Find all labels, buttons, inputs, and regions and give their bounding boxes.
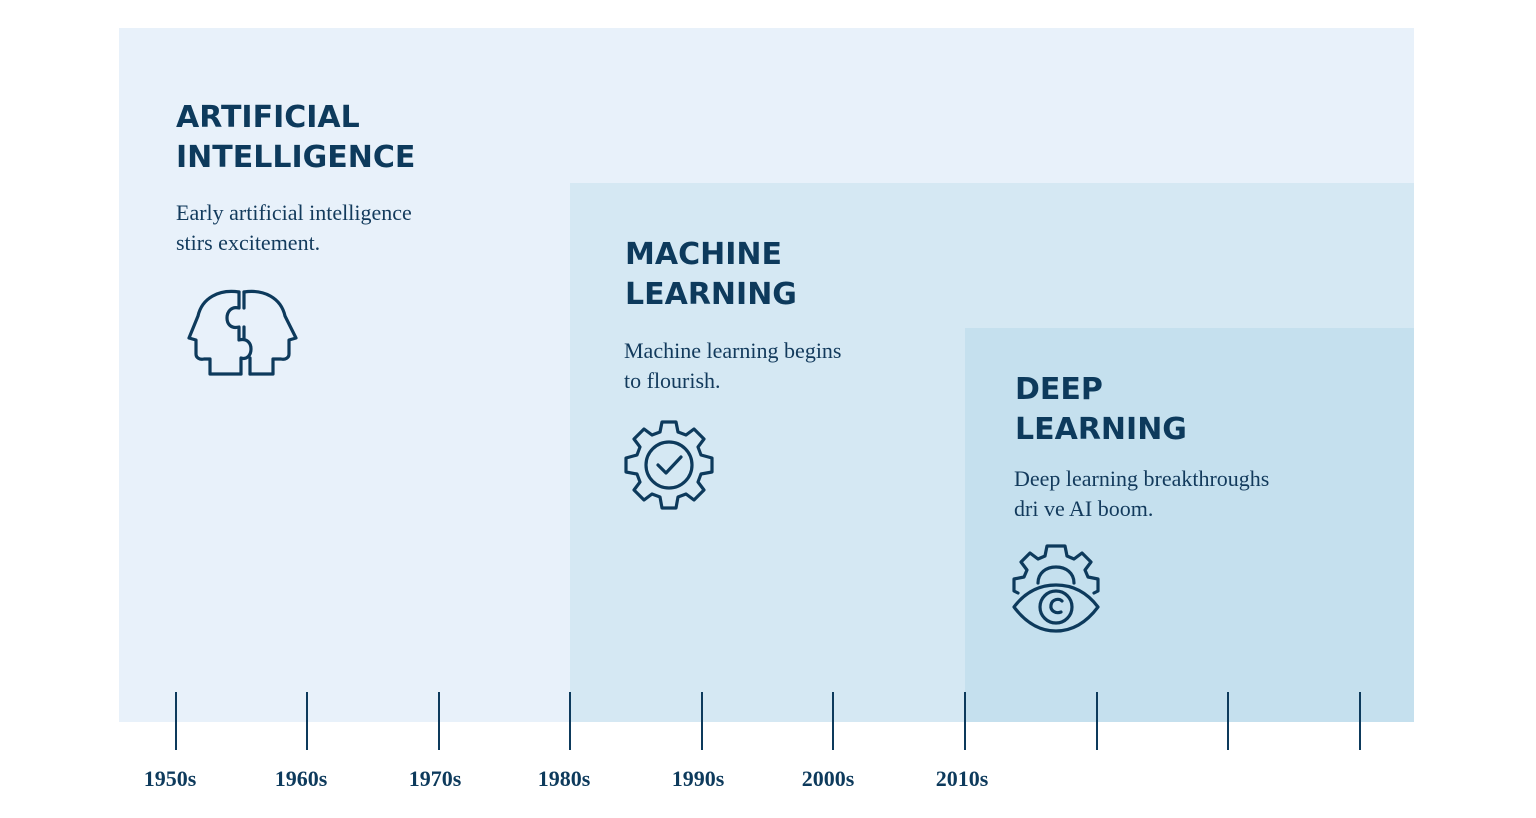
timeline-tick [1096, 692, 1098, 750]
timeline-tick [701, 692, 703, 750]
dl-title: DEEP LEARNING [1015, 370, 1187, 450]
ml-title-line1: MACHINE [625, 237, 782, 272]
ml-desc-line2: to flourish. [624, 368, 721, 393]
timeline-label-1980s: 1980s [537, 766, 591, 791]
ai-title-line1: ARTIFICIAL [176, 100, 360, 135]
ml-title-line2: LEARNING [625, 277, 797, 312]
timeline-tick [175, 692, 177, 750]
ai-title-line2: INTELLIGENCE [176, 140, 416, 175]
dl-description: Deep learning breakthroughs dri ve AI bo… [1014, 464, 1269, 524]
timeline-tick [569, 692, 571, 750]
timeline-label-1990s: 1990s [671, 766, 725, 791]
timeline-label-2010s: 2010s [935, 766, 989, 791]
timeline-tick [438, 692, 440, 750]
ai-desc-line2: stirs excitement. [176, 230, 321, 255]
timeline-label-1960s: 1960s [274, 766, 328, 791]
dl-desc-line2: dri ve AI boom. [1014, 496, 1154, 521]
gear-check-icon [624, 420, 714, 510]
timeline-label-1970s: 1970s [408, 766, 462, 791]
ai-description: Early artificial intelligence stirs exci… [176, 198, 412, 258]
timeline-tick [1227, 692, 1229, 750]
head-puzzle-icon [187, 289, 298, 376]
dl-desc-line1: Deep learning breakthroughs [1014, 466, 1270, 491]
timeline-label-2000s: 2000s [801, 766, 855, 791]
timeline-tick [964, 692, 966, 750]
ml-title: MACHINE LEARNING [625, 235, 797, 315]
timeline-tick [306, 692, 308, 750]
timeline-tick [1359, 692, 1361, 750]
panel-deep-learning [965, 328, 1414, 722]
gear-eye-icon [1012, 544, 1100, 633]
ml-description: Machine learning begins to flourish. [624, 336, 842, 396]
ai-title: ARTIFICIAL INTELLIGENCE [176, 98, 415, 178]
dl-title-line1: DEEP [1015, 372, 1103, 407]
timeline-tick [832, 692, 834, 750]
dl-title-line2: LEARNING [1015, 412, 1187, 447]
ml-desc-line1: Machine learning begins [624, 338, 842, 363]
ai-desc-line1: Early artificial intelligence [176, 200, 412, 225]
timeline-label-1950s: 1950s [143, 766, 197, 791]
timeline-axis [0, 692, 1536, 752]
